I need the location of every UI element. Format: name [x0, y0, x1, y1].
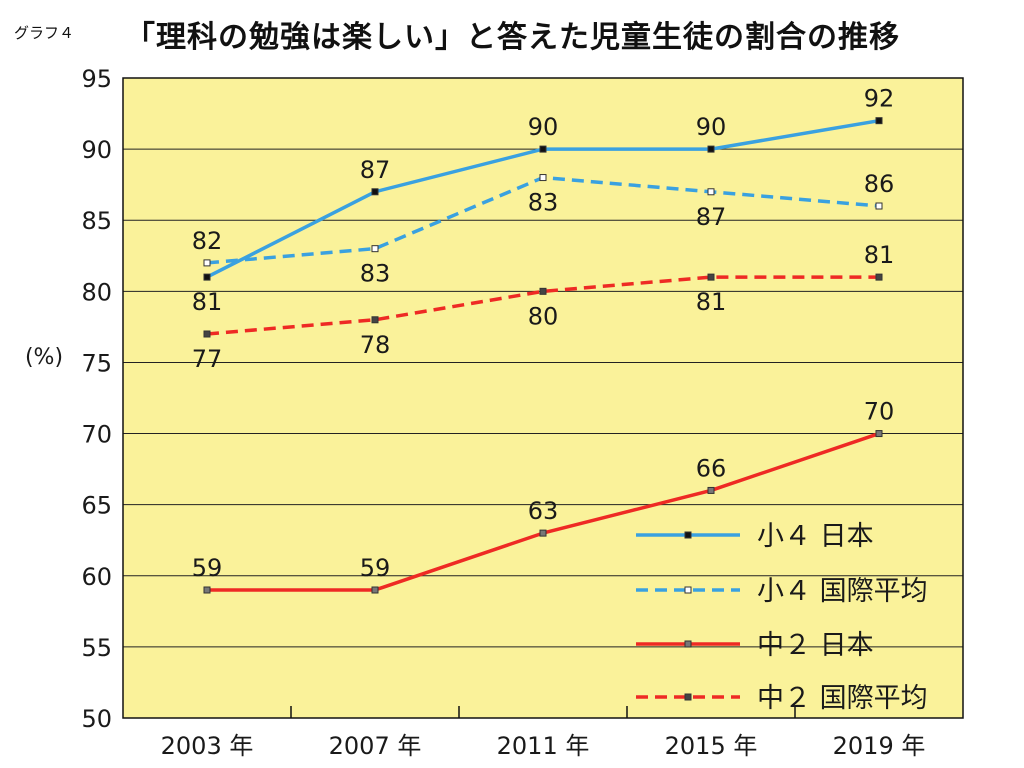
- x-tick-label: 2015 年: [665, 732, 758, 760]
- data-labels: 81 87 90 90 92 82 83 83 87 86 59 59 63 66 70 77 78 80 81 81: [192, 85, 895, 582]
- data-point: [875, 273, 883, 281]
- data-label: 80: [528, 302, 559, 330]
- data-point: [875, 430, 883, 438]
- x-axis-ticks: 2003 年 2007 年 2011 年 2015 年 2019 年: [161, 706, 926, 760]
- data-label: 63: [528, 497, 559, 525]
- data-label: 87: [696, 203, 727, 231]
- data-point: [371, 245, 379, 253]
- data-label: 59: [192, 554, 223, 582]
- legend-marker: [684, 586, 692, 594]
- data-label: 90: [696, 113, 727, 141]
- data-label: 70: [864, 398, 895, 426]
- chart-title: 「理科の勉強は楽しい」と答えた児童生徒の割合の推移: [125, 20, 900, 55]
- data-point: [371, 316, 379, 324]
- x-tick-label: 2019 年: [833, 732, 926, 760]
- legend-marker: [684, 640, 692, 648]
- y-tick-label: 50: [81, 705, 112, 733]
- data-point: [539, 287, 547, 295]
- data-label: 81: [696, 288, 727, 316]
- series-markers: [203, 117, 883, 594]
- y-tick-label: 70: [81, 421, 112, 449]
- data-label: 59: [360, 554, 391, 582]
- y-tick-label: 60: [81, 563, 112, 591]
- data-label: 86: [864, 170, 895, 198]
- y-axis-label: (%): [25, 345, 63, 370]
- legend-marker: [684, 531, 692, 539]
- data-point: [539, 529, 547, 537]
- data-point: [203, 259, 211, 267]
- data-label: 92: [864, 85, 895, 113]
- data-point: [203, 586, 211, 594]
- y-tick-label: 65: [81, 492, 112, 520]
- y-tick-label: 55: [81, 634, 112, 662]
- legend-label: 中２ 日本: [757, 630, 874, 661]
- data-label: 78: [360, 331, 391, 359]
- y-axis-ticks: 50 55 60 65 70 75 80 85 90 95: [81, 65, 112, 733]
- data-point: [371, 586, 379, 594]
- graph-number-label: グラフ４: [14, 24, 75, 42]
- y-tick-label: 75: [81, 349, 112, 377]
- data-label: 83: [528, 189, 559, 217]
- data-label: 66: [696, 454, 727, 482]
- plot-frame: [122, 77, 964, 719]
- x-tick-label: 2007 年: [329, 732, 422, 760]
- data-label: 82: [192, 227, 223, 255]
- data-point: [707, 145, 715, 153]
- data-label: 81: [864, 241, 895, 269]
- data-label: 87: [360, 156, 391, 184]
- data-label: 83: [360, 260, 391, 288]
- y-tick-label: 90: [81, 136, 112, 164]
- data-point: [707, 273, 715, 281]
- data-label: 77: [192, 345, 223, 373]
- data-point: [875, 117, 883, 125]
- legend-label: 小４ 国際平均: [757, 576, 928, 607]
- data-label: 90: [528, 113, 559, 141]
- data-point: [539, 174, 547, 182]
- data-point: [371, 188, 379, 196]
- x-tick-label: 2011 年: [497, 732, 590, 760]
- legend-marker: [684, 693, 692, 701]
- legend-label: 小４ 日本: [757, 521, 874, 552]
- data-point: [203, 330, 211, 338]
- legend-label: 中２ 国際平均: [757, 683, 928, 714]
- y-tick-label: 80: [81, 278, 112, 306]
- data-point: [203, 273, 211, 281]
- y-tick-label: 85: [81, 207, 112, 235]
- data-point: [875, 202, 883, 210]
- data-point: [707, 188, 715, 196]
- plot-background: [123, 78, 963, 718]
- data-label: 81: [192, 288, 223, 316]
- data-point: [539, 145, 547, 153]
- data-point: [707, 486, 715, 494]
- x-tick-label: 2003 年: [161, 732, 254, 760]
- y-tick-label: 95: [81, 65, 112, 93]
